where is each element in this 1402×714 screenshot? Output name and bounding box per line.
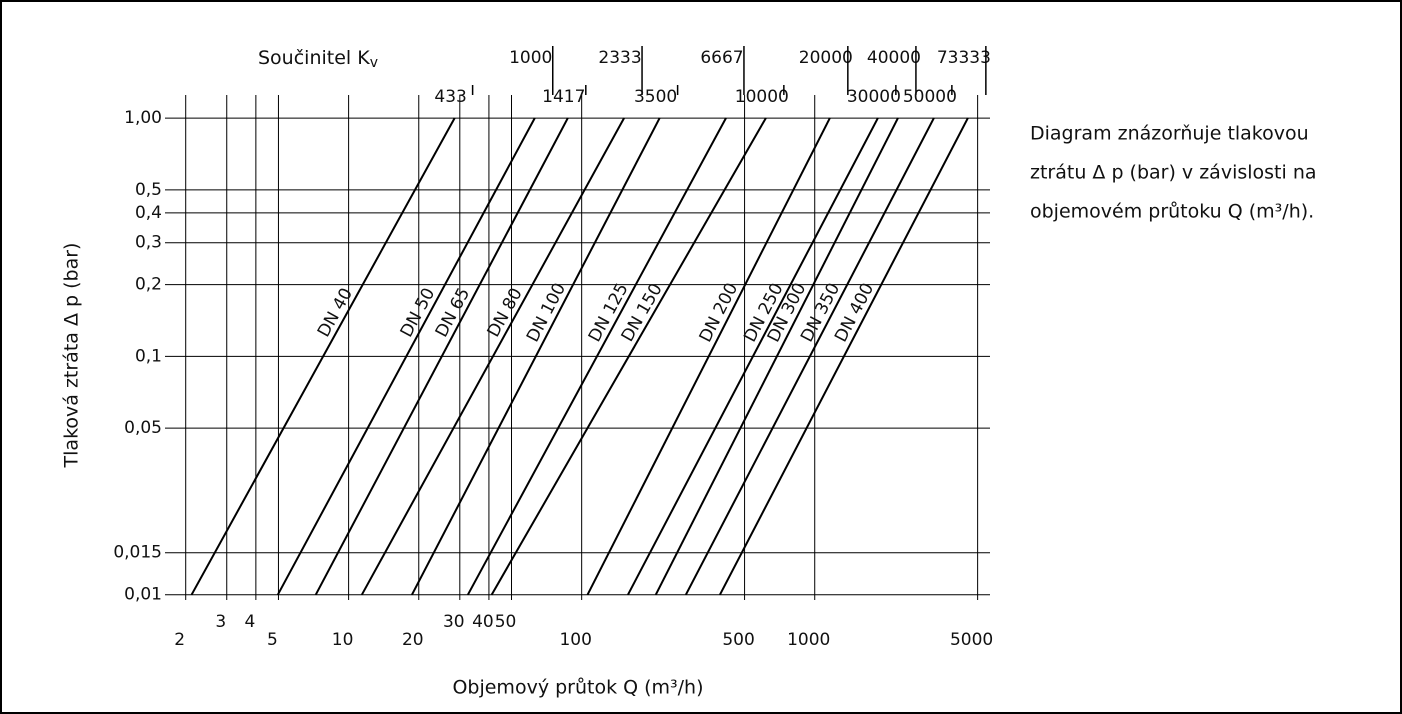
x-tick-label: 40 [472,612,494,632]
note-line: objemovém průtoku Q (m³/h). [1030,201,1314,223]
dn-line [627,117,879,596]
y-tick-label: 0,015 [113,543,162,563]
y-tick-label: 0,05 [124,418,162,438]
kv-label: 2333 [598,48,641,68]
x-tick-label: 4 [244,612,255,632]
kv-label: 433 [434,87,466,107]
dn-line [467,117,727,596]
x-tick-label: 2 [174,630,185,650]
kv-title-sub: v [370,55,378,71]
dn-line [654,117,899,596]
kv-label: 20000 [799,48,853,68]
series-label: DN 65 [432,285,474,341]
y-tick-label: 1,00 [124,108,162,128]
x-tick-label: 500 [722,630,754,650]
kv-label: 10000 [735,87,789,107]
x-tick-label: 10 [332,630,354,650]
series-label: DN 80 [484,285,527,341]
x-tick-label: 20 [402,630,424,650]
x-tick-label: 5 [267,630,278,650]
dn-line [190,117,456,596]
kv-title-main: Součinitel K [258,47,370,69]
note-line: Diagram znázorňuje tlakovou [1030,123,1309,145]
x-tick-label: 50 [495,612,517,632]
kv-label: 50000 [903,87,957,107]
kv-label: 40000 [867,48,921,68]
dn-line [360,117,625,596]
dn-line [490,117,767,596]
kv-label: 1000 [509,48,552,68]
x-axis-label: Objemový průtok Q (m³/h) [452,677,703,699]
dn-line [411,117,661,596]
kv-label: 30000 [847,87,901,107]
y-tick-label: 0,2 [135,275,162,295]
kv-label: 6667 [700,48,743,68]
dn-line [314,117,569,596]
x-tick-label: 5000 [950,630,993,650]
kv-label: 73333 [937,48,991,68]
x-tick-label: 100 [559,630,591,650]
note-line: ztrátu Δ p (bar) v závislosti na [1030,162,1317,184]
dn-line [276,117,536,596]
kv-title: Součinitel Kv [258,47,378,72]
y-tick-label: 0,5 [135,180,162,200]
series-label: DN 40 [314,285,357,341]
y-tick-label: 0,3 [135,233,162,253]
kv-label: 1417 [542,87,585,107]
x-tick-label: 3 [215,612,226,632]
y-axis-label: Tlaková ztráta Δ p (bar) [61,243,83,469]
dn-line [586,117,831,596]
y-tick-label: 0,1 [135,346,162,366]
x-tick-label: 1000 [787,630,830,650]
y-tick-label: 0,01 [124,585,162,605]
dn-line [684,117,935,596]
y-tick-label: 0,4 [135,203,162,223]
kv-label: 3500 [634,87,677,107]
x-tick-label: 30 [443,612,465,632]
dn-line [719,117,969,596]
